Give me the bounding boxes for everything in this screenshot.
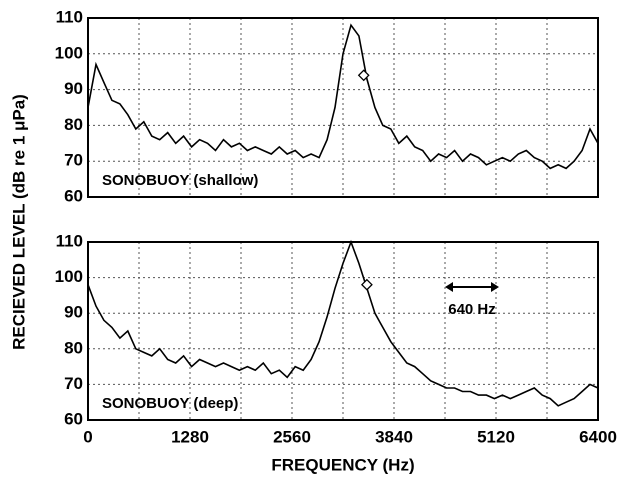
y-tick-label: 70 xyxy=(64,151,83,170)
annotation: SONOBUOY (shallow) xyxy=(102,172,258,189)
y-tick-label: 110 xyxy=(56,7,83,26)
span-label: 640 Hz xyxy=(448,301,496,318)
marker xyxy=(357,69,370,82)
spectrum-line xyxy=(87,239,599,407)
x-tick-label: 1280 xyxy=(171,427,209,446)
x-axis-label: FREQUENCY (Hz) xyxy=(271,455,414,474)
y-tick-label: 90 xyxy=(64,303,83,322)
y-tick-label: 110 xyxy=(56,231,83,250)
plot-frame xyxy=(87,241,599,421)
marker xyxy=(360,278,373,291)
annotation: SONOBUOY (deep) xyxy=(102,395,238,412)
x-tick-label: 6400 xyxy=(579,427,617,446)
y-tick-label: 70 xyxy=(64,374,83,393)
y-tick-label: 60 xyxy=(64,186,83,205)
y-axis-label: RECIEVED LEVEL (dB re 1 μPa) xyxy=(9,94,28,350)
x-tick-label: 0 xyxy=(83,427,92,446)
y-tick-label: 60 xyxy=(64,409,83,428)
y-tick-label: 100 xyxy=(55,267,83,286)
y-tick-label: 80 xyxy=(64,115,83,134)
x-tick-label: 5120 xyxy=(477,427,515,446)
arrow-head xyxy=(445,282,453,292)
spectrum-line xyxy=(87,23,599,170)
y-tick-label: 100 xyxy=(55,43,83,62)
arrow-head xyxy=(491,282,499,292)
x-tick-label: 2560 xyxy=(273,427,311,446)
x-tick-label: 3840 xyxy=(375,427,413,446)
y-tick-label: 80 xyxy=(64,338,83,357)
y-tick-label: 90 xyxy=(64,79,83,98)
